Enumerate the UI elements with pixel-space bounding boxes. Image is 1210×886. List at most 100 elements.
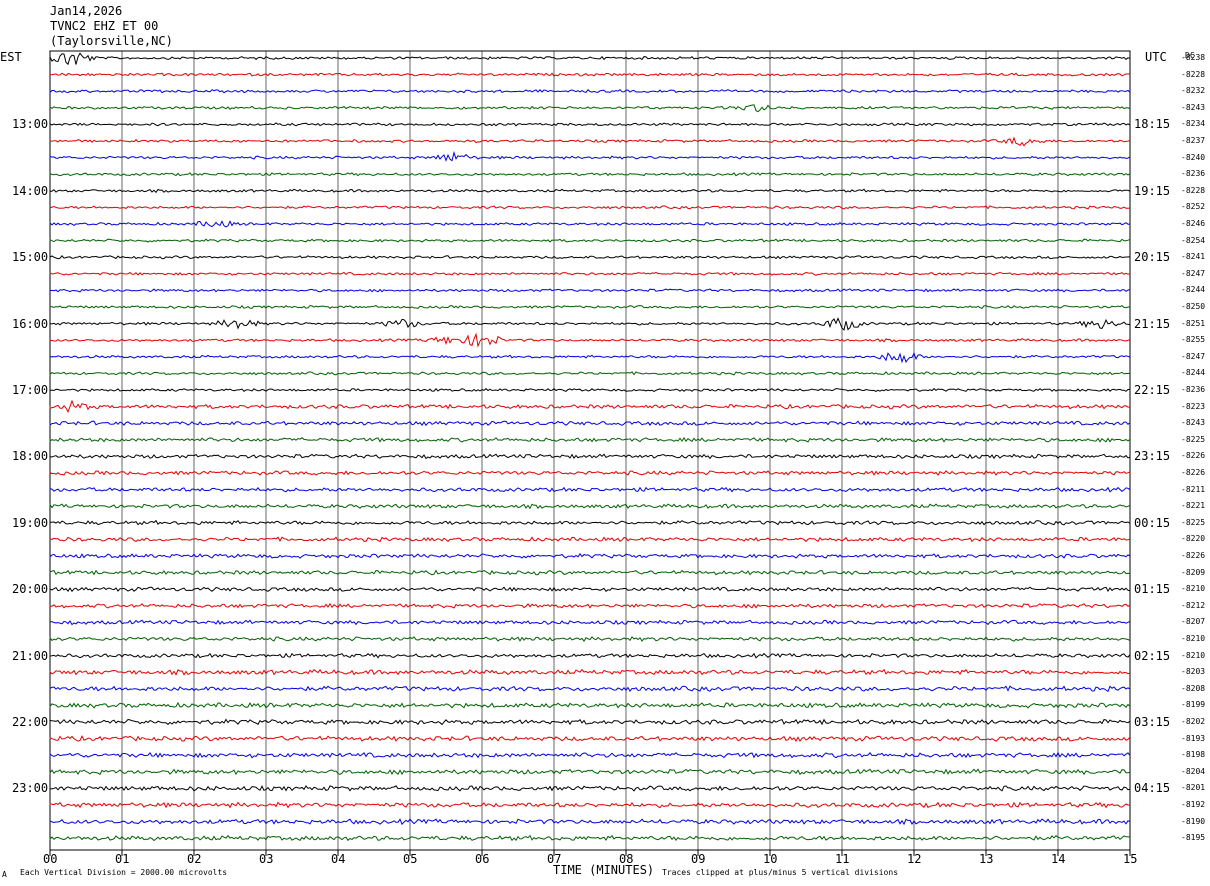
left-timezone-label: EST (0, 50, 22, 64)
trace-10 (49, 220, 1131, 228)
left-hour-label: 13:00 (12, 117, 49, 132)
left-hour-label: 17:00 (12, 383, 49, 397)
trace-0 (49, 52, 1131, 66)
dc-offset-label: -8255 (1181, 335, 1206, 345)
dc-offset-label: -8252 (1181, 202, 1206, 212)
dc-offset-label: -8203 (1181, 667, 1206, 677)
trace-20 (49, 387, 1131, 392)
dc-offset-label: -8210 (1181, 650, 1206, 660)
dc-offset-label: -8254 (1181, 235, 1206, 245)
x-tick-label: 00 (43, 852, 58, 866)
trace-4 (49, 122, 1131, 127)
trace-17 (49, 332, 1131, 348)
clip-note: Traces clipped at plus/minus 5 vertical … (662, 868, 899, 877)
dc-offset-label: -8236 (1181, 385, 1206, 394)
trace-22 (49, 420, 1131, 427)
dc-offset-label: -8228 (1181, 185, 1206, 195)
dc-offset-label: -8228 (1181, 69, 1206, 79)
trace-43 (49, 768, 1131, 776)
trace-25 (49, 470, 1131, 477)
left-hour-label: 20:00 (12, 582, 49, 597)
dc-offset-label: -8226 (1181, 468, 1206, 477)
right-hour-label: 22:15 (1134, 383, 1171, 397)
dc-offset-label: -8237 (1181, 136, 1206, 145)
x-axis-title: TIME (MINUTES) (553, 863, 655, 877)
trace-27 (49, 502, 1131, 510)
dc-offset-label: -8247 (1181, 351, 1206, 361)
trace-16 (49, 317, 1131, 331)
trace-36 (49, 652, 1131, 659)
right-hour-label: 01:15 (1134, 582, 1171, 597)
trace-32 (49, 586, 1131, 593)
x-tick-label: 14 (1051, 852, 1066, 866)
trace-47 (49, 834, 1131, 842)
dc-offset-label: -8240 (1181, 152, 1206, 162)
dc-offset-label: -8243 (1181, 102, 1206, 112)
right-hour-label: 23:15 (1134, 449, 1171, 464)
left-hour-label: 23:00 (12, 781, 49, 796)
scale-note: Each Vertical Division = 2000.00 microvo… (20, 868, 228, 877)
x-tick-label: 10 (763, 852, 778, 866)
trace-9 (49, 205, 1131, 210)
dc-offset-label: -8246 (1181, 219, 1206, 228)
x-tick-label: 05 (403, 852, 418, 866)
trace-11 (49, 238, 1131, 243)
trace-38 (49, 685, 1131, 693)
trace-12 (49, 255, 1131, 260)
dc-offset-label: -8193 (1181, 733, 1206, 743)
trace-8 (49, 188, 1131, 194)
left-hour-label: 16:00 (12, 316, 49, 331)
trace-24 (49, 453, 1131, 460)
trace-39 (49, 701, 1131, 709)
dc-offset-label: -8223 (1181, 401, 1206, 411)
trace-1 (49, 72, 1131, 77)
right-hour-label: 03:15 (1134, 715, 1171, 729)
dc-offset-label: -8225 (1181, 517, 1206, 527)
dc-offset-label: -8221 (1181, 501, 1206, 511)
left-hour-label: 22:00 (12, 715, 49, 729)
trace-18 (49, 351, 1131, 364)
dc-offset-label: -8208 (1181, 683, 1206, 693)
trace-45 (49, 801, 1131, 809)
dc-offset-label: -8192 (1181, 800, 1206, 809)
x-tick-label: 01 (115, 852, 130, 866)
channel-label: TVNC2 EHZ ET 00 (50, 19, 159, 33)
trace-19 (49, 371, 1131, 376)
dc-offset-label: -8210 (1181, 634, 1206, 643)
dc-offset-label: -8220 (1181, 534, 1206, 544)
dc-offset-label: -8201 (1181, 783, 1206, 793)
trace-29 (49, 536, 1131, 543)
dc-offset-label: -8207 (1181, 617, 1206, 627)
date-label: Jan14,2026 (50, 4, 123, 18)
right-hour-label: 00:15 (1134, 515, 1171, 530)
trace-37 (49, 668, 1131, 676)
left-hour-label: 21:00 (12, 648, 49, 663)
dc-offset-label: -8236 (1181, 169, 1206, 179)
x-tick-label: 07 (547, 852, 562, 866)
dc-offset-label: -8204 (1181, 766, 1206, 776)
dc-offset-label: -8250 (1181, 302, 1206, 311)
dc-offset-label: -8247 (1181, 268, 1206, 278)
right-hour-label: 19:15 (1134, 183, 1171, 198)
x-tick-label: 15 (1123, 852, 1138, 866)
dc-offset-label: -8244 (1181, 368, 1206, 378)
dc-offset-label: -8241 (1181, 252, 1206, 262)
x-tick-label: 13 (979, 852, 994, 866)
dc-offset-label: -8226 (1181, 551, 1206, 560)
trace-28 (49, 519, 1131, 526)
dc-offset-label: -8195 (1181, 833, 1206, 843)
trace-5 (49, 136, 1131, 147)
right-hour-label: 02:15 (1134, 648, 1171, 663)
location-label: (Taylorsville,NC) (50, 34, 173, 48)
dc-offset-label: -8199 (1181, 700, 1206, 710)
trace-40 (49, 718, 1131, 726)
right-timezone-label: UTC (1145, 50, 1167, 64)
dc-offset-label: -8202 (1181, 717, 1206, 726)
trace-6 (49, 150, 1131, 162)
trace-2 (49, 88, 1131, 94)
left-hour-label: 19:00 (12, 515, 49, 530)
x-tick-label: 08 (619, 852, 634, 866)
dc-offset-label: -8226 (1181, 451, 1206, 461)
trace-41 (49, 734, 1131, 743)
